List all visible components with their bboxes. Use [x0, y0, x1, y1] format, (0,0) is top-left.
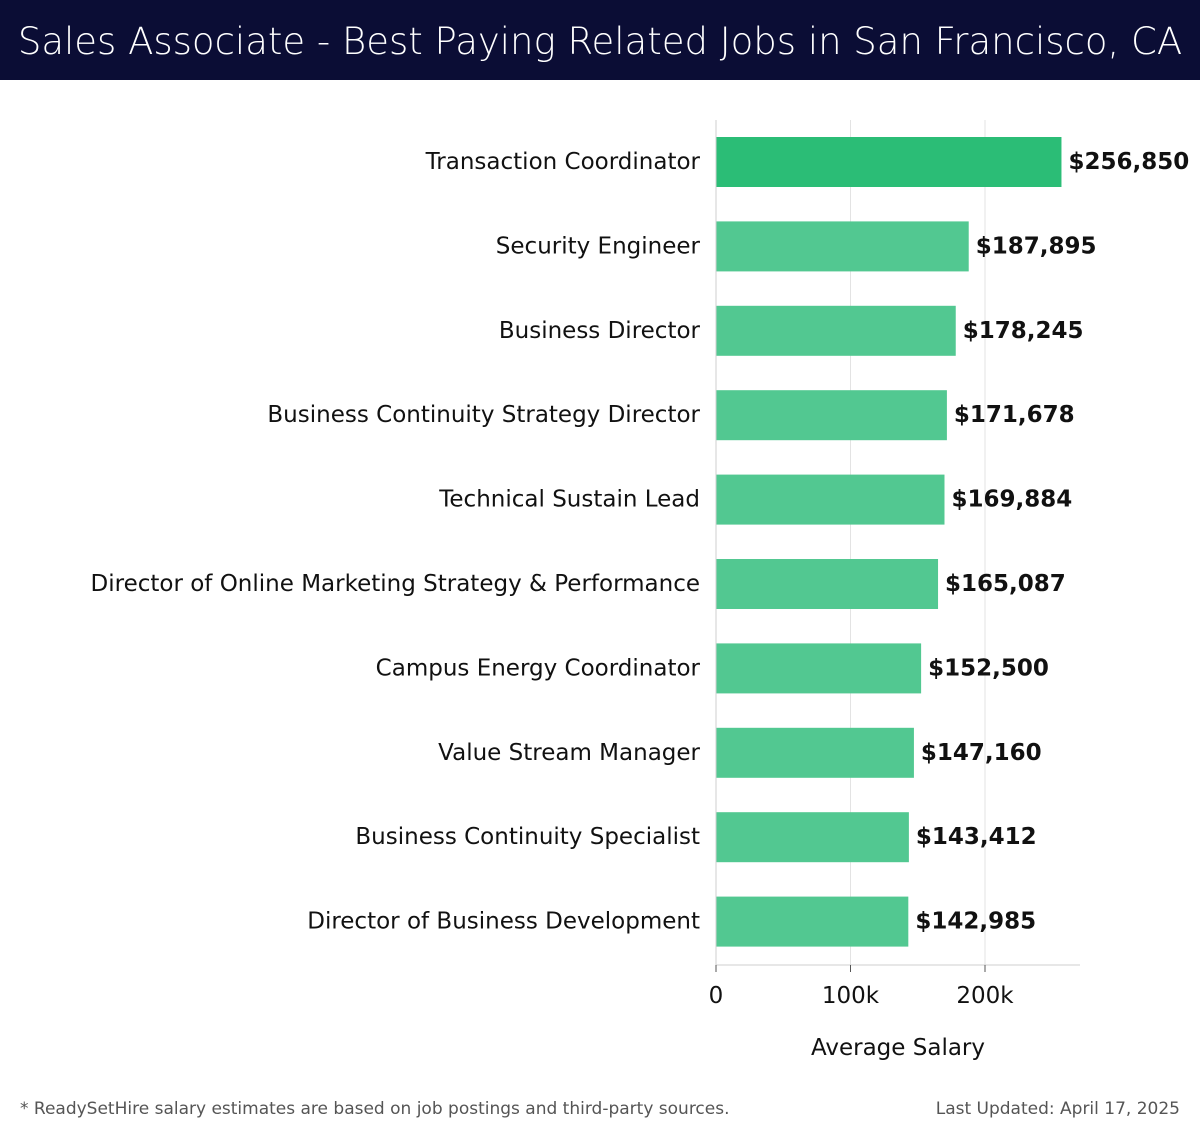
- footer-updated: Last Updated: April 17, 2025: [935, 1099, 1180, 1119]
- value-label: $152,500: [928, 655, 1049, 681]
- header-bar: [0, 0, 1200, 80]
- category-label: Technical Sustain Lead: [438, 487, 700, 513]
- category-label: Transaction Coordinator: [425, 149, 701, 175]
- value-label: $143,412: [916, 824, 1037, 850]
- value-label: $187,895: [976, 233, 1097, 259]
- category-label: Business Director: [499, 318, 701, 344]
- value-label: $256,850: [1068, 149, 1189, 175]
- bar: [716, 812, 909, 863]
- bar: [716, 727, 914, 778]
- x-axis-title: Average Salary: [811, 1035, 985, 1061]
- value-label: $165,087: [945, 571, 1066, 597]
- bar: [716, 137, 1062, 187]
- x-tick-label: 0: [709, 983, 724, 1009]
- bar: [716, 390, 947, 441]
- category-label: Campus Energy Coordinator: [376, 655, 701, 681]
- footer-note: * ReadySetHire salary estimates are base…: [20, 1099, 730, 1119]
- value-label: $169,884: [951, 487, 1072, 513]
- salary-bar-chart: Transaction Coordinator $256,850 Security …: [91, 120, 1189, 1061]
- bar: [716, 559, 939, 609]
- category-label: Security Engineer: [496, 233, 701, 259]
- x-tick-label: 200k: [956, 983, 1014, 1009]
- bar: [716, 305, 956, 356]
- category-label: Business Continuity Strategy Director: [267, 402, 700, 428]
- bar: [716, 643, 922, 694]
- value-label: $171,678: [954, 402, 1075, 428]
- value-label: $147,160: [921, 740, 1042, 766]
- value-label: $178,245: [963, 318, 1084, 344]
- category-label: Director of Business Development: [307, 909, 700, 935]
- bar: [716, 474, 945, 525]
- bar: [716, 896, 909, 947]
- bar: [716, 221, 969, 272]
- category-label: Business Continuity Specialist: [355, 824, 700, 850]
- category-label: Director of Online Marketing Strategy & …: [91, 571, 700, 597]
- x-tick-label: 100k: [822, 983, 880, 1009]
- value-label: $142,985: [915, 909, 1036, 935]
- chart-title: Sales Associate - Best Paying Related Jo…: [17, 20, 1183, 63]
- category-label: Value Stream Manager: [438, 740, 700, 766]
